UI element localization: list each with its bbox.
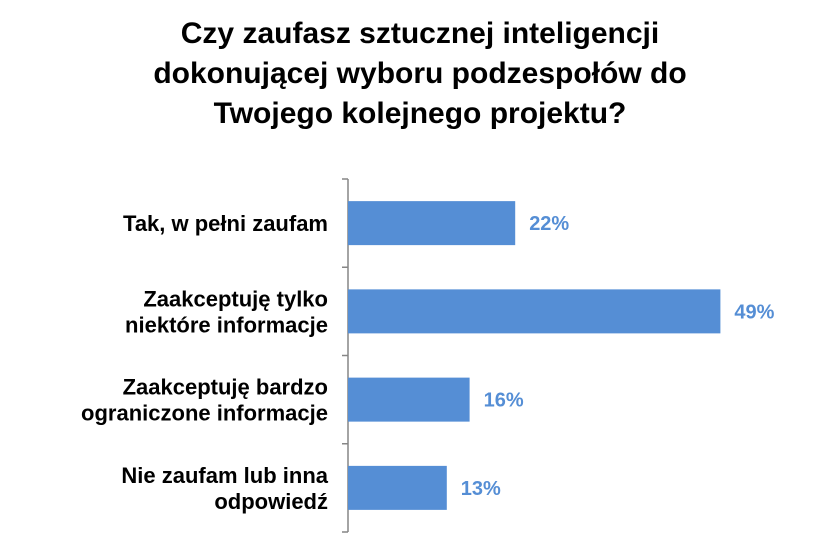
bar (348, 377, 470, 422)
category-label: Nie zaufam lub inna odpowiedź (121, 463, 328, 514)
category-label: Zaakceptuję bardzo ograniczone informacje (81, 375, 328, 426)
chart-title: Czy zaufasz sztucznej inteligencji dokon… (153, 17, 687, 130)
data-label: 49% (734, 301, 774, 323)
category-label: Zaakceptuję tylko niektóre informacje (125, 286, 328, 337)
bar (348, 201, 516, 246)
category-label: Tak, w pełni zaufam (123, 211, 328, 236)
data-label: 13% (461, 478, 501, 500)
bar (348, 289, 721, 334)
bar (348, 465, 447, 510)
data-label: 22% (529, 213, 569, 235)
data-label: 16% (484, 390, 524, 412)
